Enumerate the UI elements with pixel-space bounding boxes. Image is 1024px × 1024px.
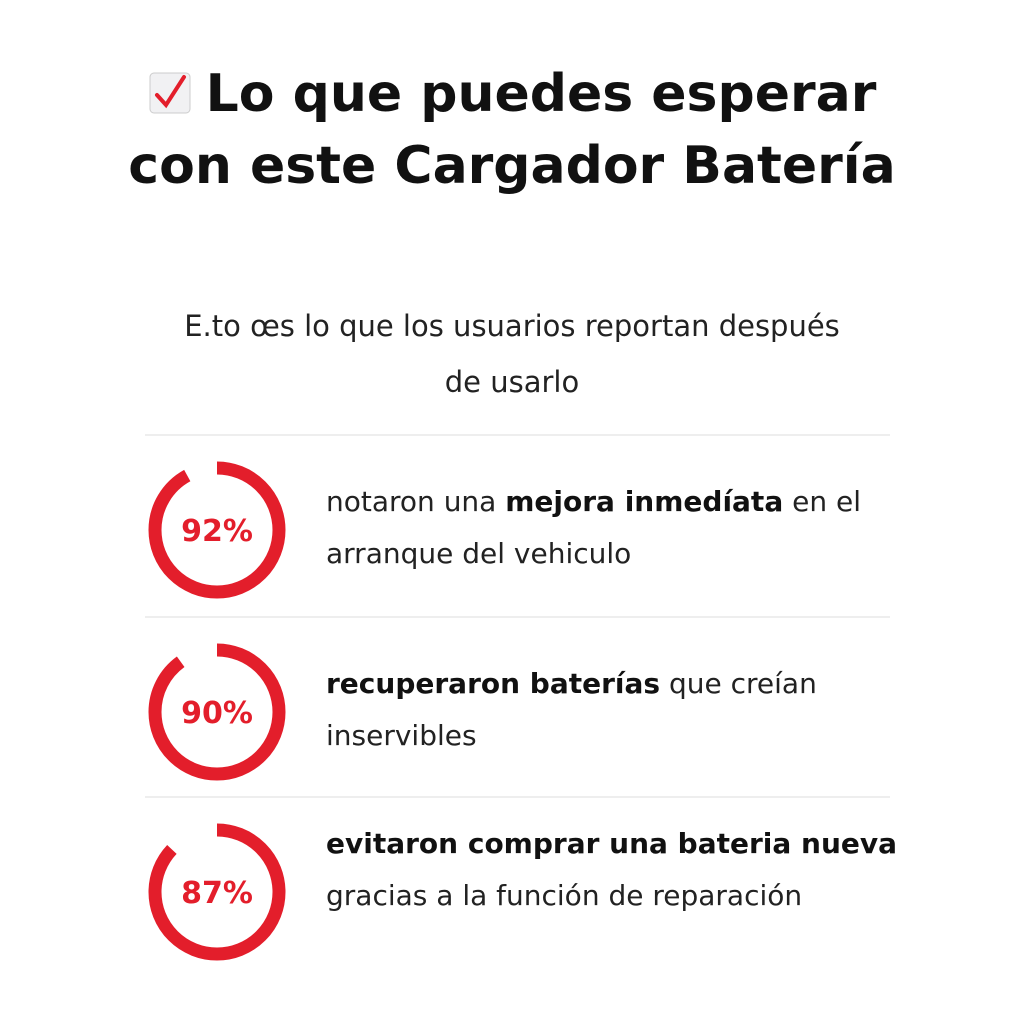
ring-arc: [148, 461, 286, 599]
divider: [145, 796, 890, 798]
stat-row: 87% evitaron comprar una bateria nueva gr…: [140, 802, 900, 982]
ring-label: 90%: [181, 696, 253, 731]
ring-chart: 87%: [148, 823, 286, 961]
bold-text: evitaron comprar una bateria nueva: [326, 827, 898, 860]
bold-text: mejora inmedíata: [505, 485, 784, 518]
subtitle: E.to œs lo que los usuarios reportan des…: [184, 309, 840, 399]
divider: [145, 616, 890, 618]
stat-text: recuperaron baterías que creían inservib…: [326, 658, 906, 762]
stat-row: 90% recuperaron baterías que creían inser…: [140, 622, 900, 802]
stat-text: evitaron comprar una bateria nueva graci…: [326, 818, 906, 922]
stat-text: notaron una mejora inmedíata en el arran…: [326, 476, 906, 580]
text: notaron una: [326, 485, 506, 518]
check-icon: [149, 72, 191, 114]
title-block: Lo que puedes esperar con este Cargador …: [100, 58, 924, 202]
divider: [145, 434, 890, 436]
text: gracias a la función de reparación: [326, 879, 803, 912]
ring-chart: 90%: [148, 643, 286, 781]
ring-arc: [148, 643, 286, 781]
text: en el arranque del vehiculo: [326, 485, 861, 570]
ring-chart: 92%: [148, 461, 286, 599]
ring-label: 92%: [181, 514, 253, 549]
ring-label: 87%: [181, 876, 253, 911]
text: que creían inservibles: [326, 667, 817, 752]
ring-arc: [148, 823, 286, 961]
bold-text: recuperaron baterías: [326, 667, 661, 700]
title: Lo que puedes esperar con este Cargador …: [128, 64, 896, 196]
stat-row: 92% notaron una mejora inmedíata en el ar…: [140, 440, 900, 620]
